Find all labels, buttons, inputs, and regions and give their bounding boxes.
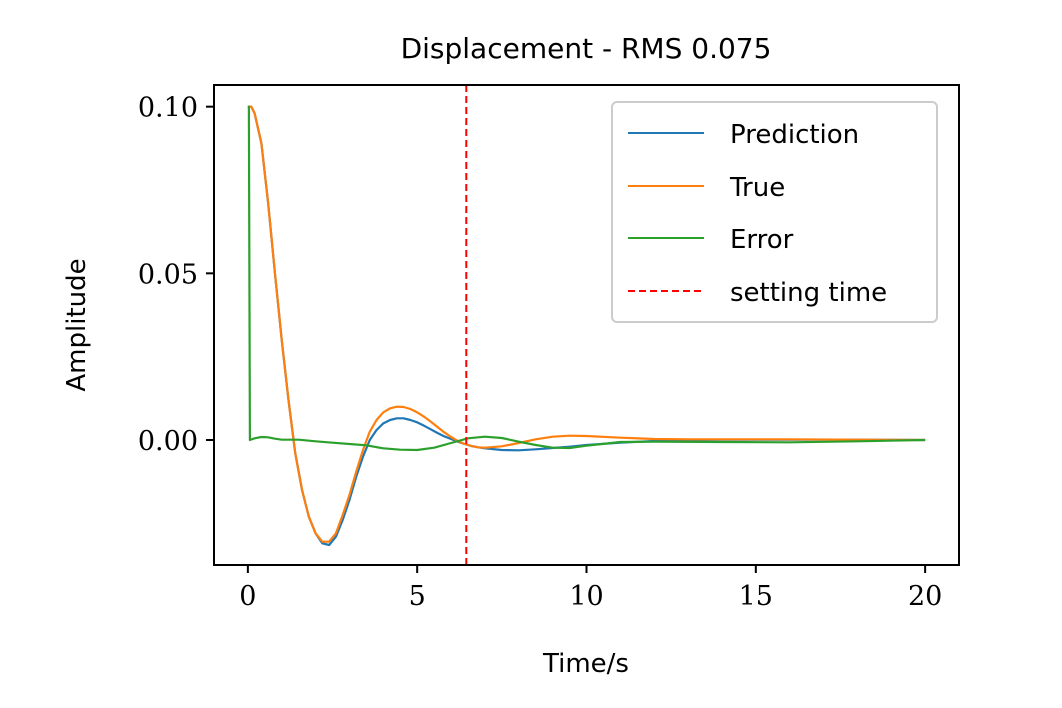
y-tick-label: 0.05 [138, 259, 198, 290]
axis-ticks: 0 5 10 15 20 0.00 0.05 0.10 [138, 93, 942, 612]
y-axis-label: Amplitude [62, 258, 92, 391]
legend-label-true: True [729, 173, 785, 203]
legend-label-setting-time: setting time [730, 278, 887, 308]
series-layer [247, 85, 926, 565]
x-tick-label: 10 [569, 581, 603, 612]
y-tick-label: 0.00 [138, 426, 198, 457]
x-tick-label: 20 [908, 581, 942, 612]
series-line-true [247, 105, 926, 543]
x-tick-label: 5 [409, 581, 426, 612]
legend-label-prediction: Prediction [730, 120, 859, 150]
chart-title: Displacement - RMS 0.075 [401, 32, 772, 65]
x-tick-label: 0 [239, 581, 256, 612]
series-line-error [247, 105, 926, 452]
legend: Prediction True Error setting time [611, 101, 938, 323]
y-tick-label: 0.10 [138, 93, 198, 124]
legend-box [611, 101, 938, 323]
legend-label-error: Error [730, 225, 794, 255]
x-tick-label: 15 [739, 581, 773, 612]
x-axis-label: Time/s [542, 649, 629, 679]
